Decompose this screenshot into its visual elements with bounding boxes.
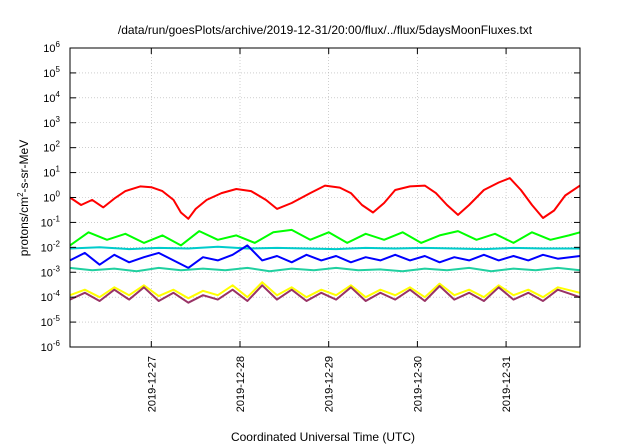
y-tick-label: 10-2	[41, 239, 61, 254]
y-tick-label-base: 10	[43, 193, 55, 205]
x-tick-label: 2019-12-31	[501, 356, 513, 412]
y-tick-label-base: 10	[43, 118, 55, 130]
y-tick-label-exp: 1	[56, 165, 61, 174]
y-tick-label-base: 10	[43, 143, 55, 155]
y-tick-label: 104	[43, 90, 60, 105]
y-tick-label-base: 10	[41, 292, 53, 304]
series-line	[69, 244, 581, 269]
y-tick-label: 10-6	[41, 339, 61, 354]
y-tick-label-exp: -4	[53, 289, 61, 298]
y-tick-label-exp: -1	[53, 214, 61, 223]
y-tick-label-base: 10	[41, 317, 53, 329]
y-tick-label-exp: 6	[56, 40, 61, 49]
chart-title: /data/run/goesPlots/archive/2019-12-31/2…	[118, 23, 533, 37]
y-tick-label: 10-1	[41, 214, 61, 229]
y-tick-label-base: 10	[41, 217, 53, 229]
y-tick-label-exp: -3	[53, 264, 61, 273]
y-tick-label-base: 10	[41, 242, 53, 254]
y-tick-label: 101	[43, 165, 60, 180]
series-line	[69, 245, 580, 251]
y-tick-label: 100	[43, 190, 60, 205]
y-tick-label-base: 10	[41, 342, 53, 354]
x-axis-label: Coordinated Universal Time (UTC)	[231, 430, 415, 444]
y-tick-label-base: 10	[41, 267, 53, 279]
x-tick-label: 2019-12-30	[412, 356, 424, 412]
y-axis-label: protons/cm2-s-sr-MeV	[16, 140, 31, 256]
y-tick-label-exp: 4	[56, 90, 61, 99]
y-tick-label: 10-4	[41, 289, 61, 304]
y-tick-label: 10-5	[41, 314, 61, 329]
x-tick-label: 2019-12-29	[324, 356, 336, 412]
series-line	[69, 284, 581, 304]
y-tick-label: 106	[43, 40, 60, 55]
y-tick-label-exp: 3	[56, 115, 61, 124]
series-line	[69, 266, 581, 273]
y-tick-label-base: 10	[43, 168, 55, 180]
series-layer	[69, 177, 581, 304]
y-tick-label-exp: 5	[56, 65, 61, 74]
y-tick-label-base: 10	[43, 93, 55, 105]
series-line	[69, 228, 581, 247]
y-tick-label: 10-3	[41, 264, 61, 279]
x-tick-label: 2019-12-28	[235, 356, 247, 412]
axis-ticks: 10-610-510-410-310-210-11001011021031041…	[41, 40, 580, 412]
series-line	[69, 177, 581, 220]
y-tick-label-exp: 0	[56, 190, 61, 199]
y-tick-label: 105	[43, 65, 60, 80]
y-tick-label-base: 10	[43, 43, 55, 55]
y-axis-label-prefix: protons/cm	[17, 197, 31, 256]
series-line	[69, 281, 581, 300]
grid	[70, 48, 580, 347]
y-axis-label-sup: 2	[16, 192, 25, 197]
y-tick-label-exp: -6	[53, 339, 61, 348]
y-axis-label-suffix: -s-sr-MeV	[17, 140, 31, 193]
y-tick-label-exp: 2	[56, 140, 61, 149]
y-tick-label: 103	[43, 115, 60, 130]
y-tick-label-exp: -5	[53, 314, 61, 323]
y-tick-label-base: 10	[43, 68, 55, 80]
x-tick-label: 2019-12-27	[146, 356, 158, 412]
y-tick-label-exp: -2	[53, 239, 61, 248]
y-tick-label: 102	[43, 140, 60, 155]
